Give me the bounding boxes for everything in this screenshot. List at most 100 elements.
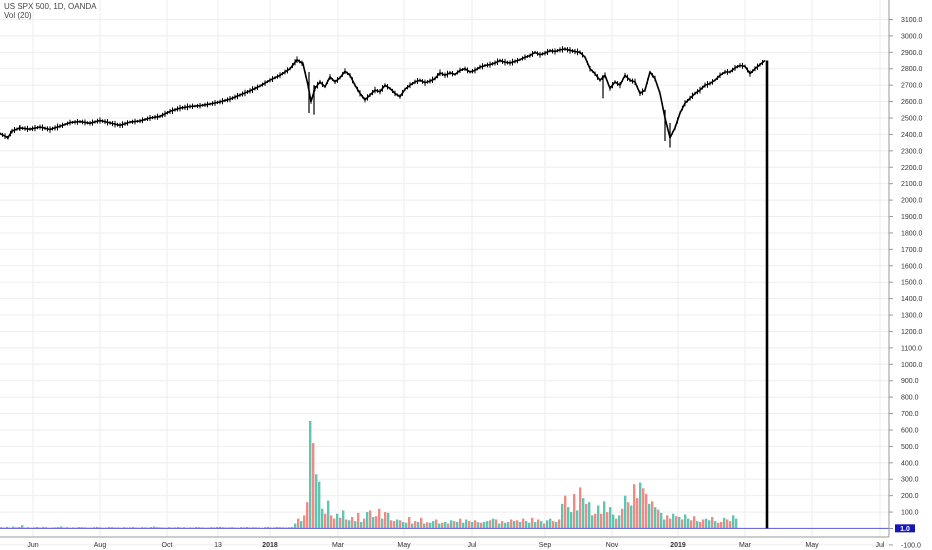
- y-tick-label: 3100.0: [901, 17, 923, 24]
- volume-bar: [477, 522, 480, 529]
- volume-bar: [327, 500, 330, 529]
- volume-bar: [441, 522, 444, 529]
- volume-bar: [561, 503, 564, 529]
- volume-bar: [399, 520, 402, 529]
- y-tick-label: 2700.0: [901, 83, 923, 90]
- volume-bar: [42, 526, 45, 529]
- volume-bar: [459, 518, 462, 529]
- volume-bar: [498, 523, 501, 529]
- volume-bar: [357, 512, 360, 529]
- y-tick-label: 2100.0: [901, 181, 923, 188]
- y-tick-label: 1200.0: [901, 329, 923, 336]
- volume-bar: [489, 520, 492, 529]
- volume-bar: [735, 518, 738, 529]
- y-tick-label: 1700.0: [901, 247, 923, 254]
- volume-bar: [492, 518, 495, 529]
- volume-bar: [300, 521, 303, 529]
- volume-bar: [195, 527, 198, 529]
- volume-bar: [378, 508, 381, 529]
- volume-bar: [576, 510, 579, 529]
- volume-bar: [648, 503, 651, 529]
- volume-bar: [276, 527, 279, 529]
- volume-bar: [615, 518, 618, 529]
- volume-bar: [540, 521, 543, 529]
- volume-bar: [519, 521, 522, 529]
- volume-bar: [591, 515, 594, 529]
- y-tick-label: 600.0: [901, 427, 919, 434]
- volume-bar: [624, 495, 627, 529]
- volume-bar: [609, 507, 612, 529]
- volume-bar: [438, 523, 441, 529]
- x-tick-label: Jul: [876, 542, 885, 549]
- x-tick-label: Sep: [539, 542, 552, 549]
- volume-bar: [495, 519, 498, 529]
- volume-bar: [420, 517, 423, 529]
- x-tick-label: Aug: [94, 542, 107, 549]
- volume-bar: [387, 512, 390, 529]
- volume-bar: [546, 520, 549, 529]
- volume-bar: [642, 488, 645, 529]
- volume-bar: [132, 527, 135, 529]
- volume-bar: [486, 521, 489, 529]
- volume-bar: [699, 521, 702, 529]
- x-tick-label: 2018: [262, 542, 278, 549]
- volume-bar: [471, 521, 474, 529]
- y-tick-label: 2900.0: [901, 50, 923, 57]
- y-tick-label: 100.0: [901, 510, 919, 517]
- y-tick-label: 2500.0: [901, 116, 923, 123]
- volume-bar: [588, 502, 591, 529]
- volume-bar: [693, 516, 696, 529]
- volume-bar: [315, 474, 318, 529]
- y-tick-label: 2300.0: [901, 148, 923, 155]
- volume-bar: [627, 502, 630, 529]
- volume-bar: [573, 494, 576, 529]
- volume-bar: [447, 523, 450, 529]
- x-tick-label: May: [397, 542, 411, 549]
- volume-bar: [351, 517, 354, 529]
- volume-bar: [636, 498, 639, 529]
- volume-bar: [522, 518, 525, 529]
- volume-bar: [669, 518, 672, 529]
- volume-bar: [465, 519, 468, 529]
- volume-bar: [456, 521, 459, 529]
- volume-bar: [606, 512, 609, 529]
- volume-bar: [216, 527, 219, 529]
- volume-bar: [336, 513, 339, 529]
- volume-bar: [672, 513, 675, 529]
- volume-bar: [552, 521, 555, 529]
- y-tick-label: 1500.0: [901, 280, 923, 287]
- volume-bar: [330, 515, 333, 529]
- y-tick-label: 1800.0: [901, 230, 923, 237]
- volume-bar: [564, 495, 567, 529]
- volume-bar: [714, 521, 717, 529]
- volume-bar: [354, 521, 357, 529]
- volume-bar: [651, 501, 654, 529]
- y-tick-label: 1300.0: [901, 313, 923, 320]
- y-tick-label: 200.0: [901, 493, 919, 500]
- volume-indicator-label: Vol (20): [4, 11, 32, 20]
- volume-bar: [177, 527, 180, 529]
- y-tick-label: 1400.0: [901, 296, 923, 303]
- volume-bar: [594, 513, 597, 529]
- volume-bar: [345, 519, 348, 529]
- volume-bar: [630, 505, 633, 529]
- volume-bar: [474, 520, 477, 529]
- volume-bar: [426, 522, 429, 529]
- volume-bar: [312, 443, 315, 529]
- volume-bar: [108, 527, 111, 529]
- volume-bar: [567, 507, 570, 529]
- volume-bar: [621, 508, 624, 529]
- x-tick-label: May: [805, 542, 819, 549]
- volume-bar: [543, 523, 546, 529]
- volume-bar: [432, 521, 435, 529]
- volume-bar: [429, 522, 432, 529]
- volume-bar: [507, 521, 510, 529]
- volume-bar: [393, 521, 396, 529]
- volume-bar: [582, 498, 585, 529]
- volume-bar: [702, 519, 705, 529]
- y-tick-label: 300.0: [901, 477, 919, 484]
- volume-bar: [153, 526, 156, 529]
- volume-bar: [501, 521, 504, 529]
- y-tick-label: 1900.0: [901, 214, 923, 221]
